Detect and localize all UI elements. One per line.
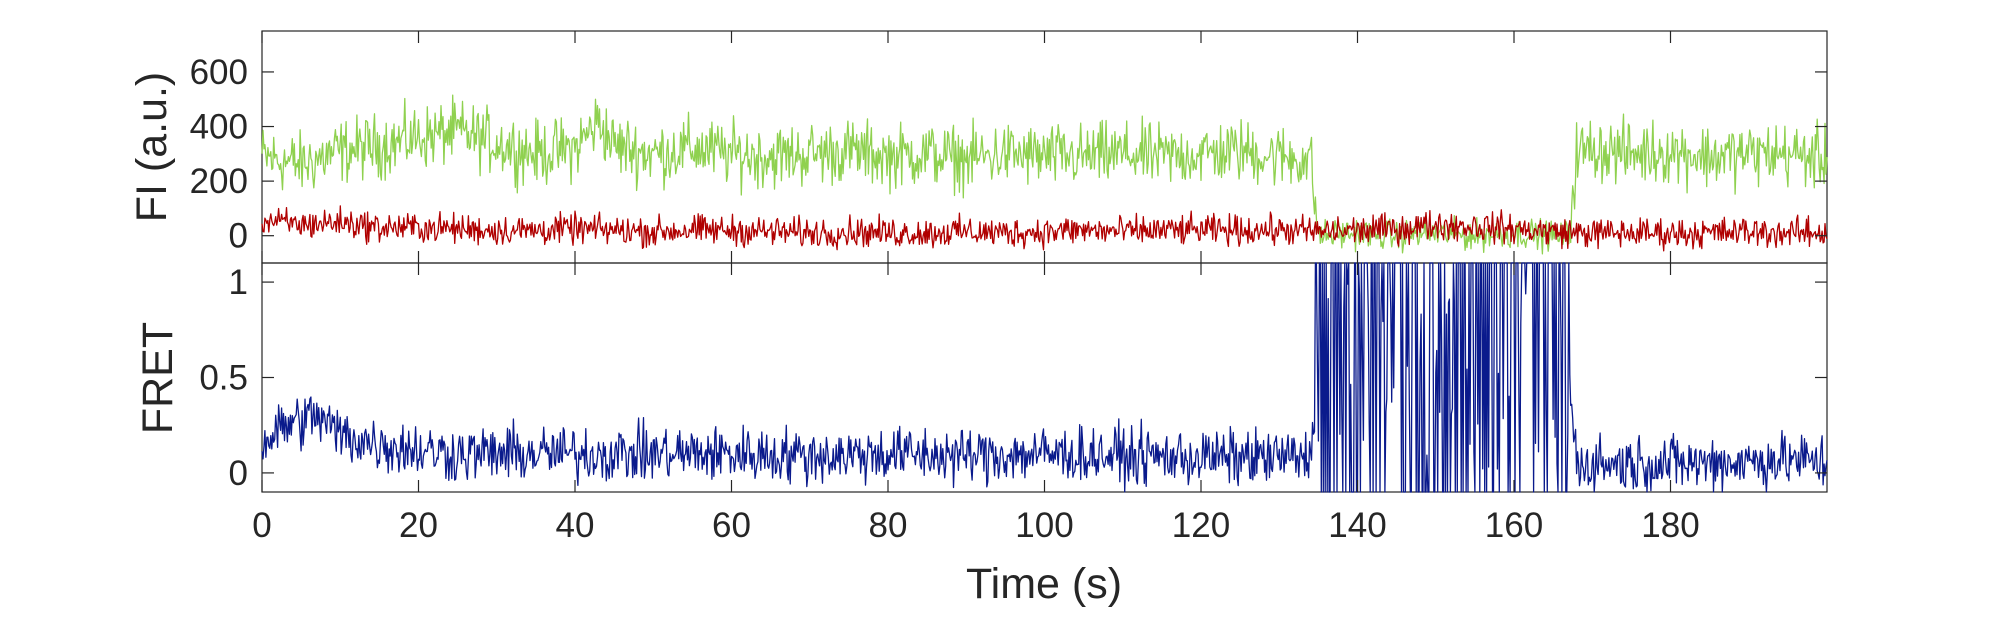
bottom-series-0-line <box>261 262 1828 493</box>
fluorescence-intensity-panel: 0 200 400 600 FI (a.u.) <box>128 30 1828 264</box>
bottom-series-group <box>261 262 1828 493</box>
top-series-0-line <box>261 94 1828 255</box>
top-y-axis-label: FI (a.u.) <box>128 72 176 223</box>
bottom-xtick-label: 60 <box>712 506 751 545</box>
bottom-xtick-label: 120 <box>1172 506 1230 545</box>
top-ytick-label: 200 <box>190 162 248 201</box>
bottom-xtick-label: 80 <box>869 506 908 545</box>
bottom-xtick-label: 180 <box>1641 506 1699 545</box>
bottom-ytick-label: 0 <box>229 454 248 493</box>
bottom-xtick-label: 100 <box>1015 506 1073 545</box>
bottom-y-ticks: 00.51 <box>199 263 1827 493</box>
top-x-ticks <box>261 31 1672 263</box>
top-ytick-label: 400 <box>190 108 248 147</box>
top-y-ticks: 0 200 400 600 <box>190 53 1827 256</box>
bottom-xtick-label: 160 <box>1485 506 1543 545</box>
top-ytick-label: 600 <box>190 53 248 92</box>
bottom-y-axis-label: FRET <box>134 322 182 434</box>
bottom-xtick-label: 40 <box>556 506 595 545</box>
bottom-ytick-label: 1 <box>229 263 248 302</box>
bottom-xtick-label: 0 <box>252 506 271 545</box>
bottom-x-ticks: 0 20 40 60 80 100 120 140 160 180 <box>252 263 1700 545</box>
fret-panel: 00.51 0 20 40 60 80 100 120 140 160 180 FRET Time… <box>134 262 1828 608</box>
top-ytick-label: 0 <box>229 217 248 256</box>
bottom-ytick-label: 0.5 <box>199 359 248 398</box>
top-series-group <box>261 94 1828 255</box>
bottom-xtick-label: 140 <box>1328 506 1386 545</box>
x-axis-label: Time (s) <box>966 560 1122 608</box>
bottom-xtick-label: 20 <box>399 506 438 545</box>
top-series-1-line <box>261 205 1828 252</box>
